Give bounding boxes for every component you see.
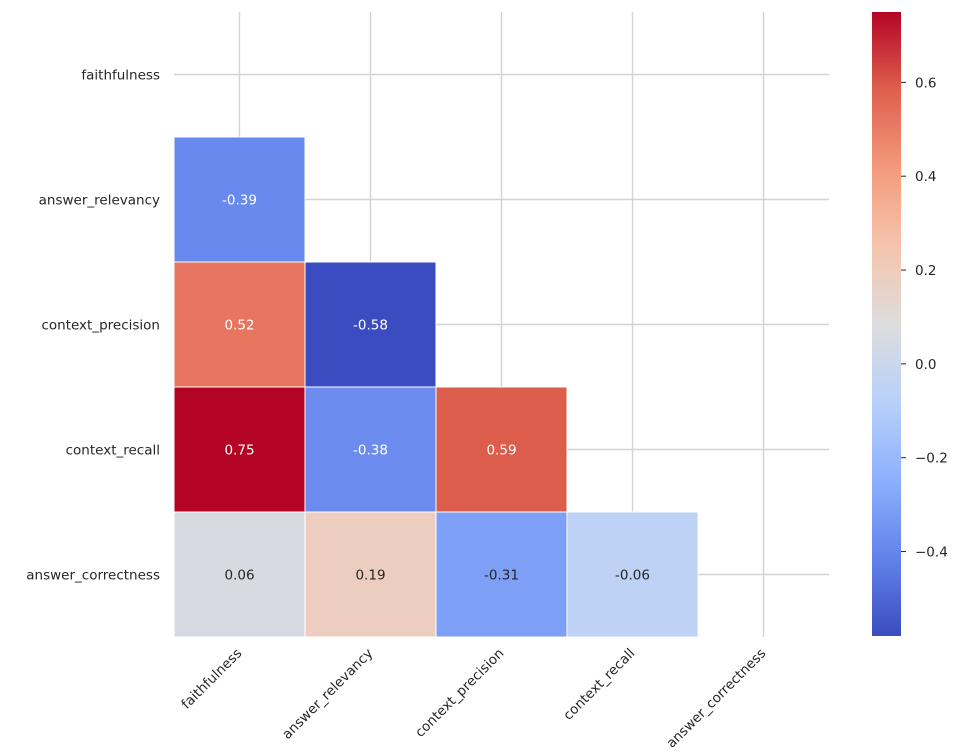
cell-value-label: 0.52 (224, 318, 254, 334)
cell-annotations: -0.39 0.52 -0.58 0.75 -0.38 0.59 0.06 0.19 -0.31… (222, 193, 650, 584)
x-tick-label: faithfulness (178, 646, 245, 713)
heatmap-cell (173, 136, 306, 263)
heatmap-cell (435, 511, 568, 638)
heatmap-cell (304, 386, 437, 513)
x-tick-label: answer_correctness (663, 646, 769, 752)
cell-value-label: -0.39 (222, 193, 257, 209)
x-tick-label: context_precision (412, 646, 507, 741)
colorbar-tick-label: 0.2 (915, 263, 936, 279)
heatmap-cell (304, 511, 437, 638)
cell-value-label: -0.06 (615, 568, 650, 584)
heatmap-cell (566, 511, 699, 638)
x-tick-label: context_recall (560, 646, 638, 724)
colorbar-tick-label: 0.6 (915, 75, 936, 91)
heatmap-cell (435, 386, 568, 513)
x-axis-tick-labels: faithfulness answer_relevancy context_prec… (178, 646, 769, 752)
colorbar-gradient (872, 12, 901, 636)
y-tick-label: context_recall (66, 443, 160, 459)
heatmap-cell (173, 261, 306, 388)
y-tick-label: answer_correctness (26, 568, 160, 584)
heatmap-cells (173, 136, 699, 638)
y-axis-tick-labels: faithfulness answer_relevancy context_prec… (26, 68, 160, 584)
cell-value-label: -0.38 (353, 443, 388, 459)
cell-value-label: 0.75 (224, 443, 254, 459)
y-tick-label: answer_relevancy (39, 193, 160, 209)
y-tick-label: faithfulness (81, 68, 160, 84)
heatmap-cell (173, 511, 306, 638)
colorbar-tick-label: 0.4 (915, 169, 936, 185)
colorbar-tick-label: 0.0 (915, 357, 936, 373)
cell-value-label: -0.58 (353, 318, 388, 334)
colorbar: 0.6 0.4 0.2 0.0 −0.2 −0.4 (872, 12, 948, 636)
heatmap-cell (173, 386, 306, 513)
cell-value-label: -0.31 (484, 568, 519, 584)
y-tick-label: context_precision (41, 318, 160, 334)
cell-value-label: 0.59 (486, 443, 516, 459)
cell-value-label: 0.06 (224, 568, 254, 584)
colorbar-tick-label: −0.4 (915, 545, 948, 561)
colorbar-tick-label: −0.2 (915, 451, 948, 467)
x-tick-label: answer_relevancy (279, 646, 376, 743)
cell-value-label: 0.19 (355, 568, 385, 584)
